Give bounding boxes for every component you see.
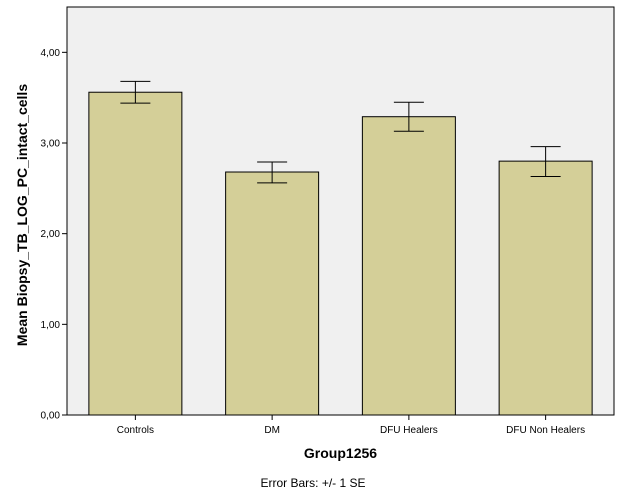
- bar-1: [225, 171, 320, 416]
- y-tick-label: 1,00: [41, 320, 61, 331]
- y-axis-title: Mean Biopsy_TB_LOG_PC_intact_cells: [14, 84, 30, 346]
- x-tick-label: DM: [264, 425, 280, 436]
- error-bars-note: Error Bars: +/- 1 SE: [260, 476, 365, 490]
- bar-0: [88, 91, 183, 416]
- error-bar-3: [530, 146, 561, 178]
- y-ticks-group: 0,00 1,00 2,00 3,00 4,00: [41, 48, 67, 422]
- x-tick-label: DFU Healers: [380, 425, 438, 436]
- x-axis-title: Group1256: [304, 445, 377, 461]
- error-bar-0: [120, 80, 151, 104]
- x-ticks-group: Controls DM DFU Healers DFU Non Healers: [117, 415, 585, 436]
- error-bar-1: [257, 161, 288, 184]
- bar-3: [498, 160, 593, 416]
- y-tick-label: 4,00: [41, 48, 61, 59]
- x-tick-label: Controls: [117, 425, 154, 436]
- error-bars-group: [120, 80, 561, 184]
- y-tick-label: 3,00: [41, 139, 61, 150]
- error-bar-2: [393, 101, 424, 132]
- bar-2: [361, 116, 456, 416]
- y-tick-label: 0,00: [41, 411, 61, 422]
- x-tick-label: DFU Non Healers: [506, 425, 585, 436]
- y-tick-label: 2,00: [41, 229, 61, 240]
